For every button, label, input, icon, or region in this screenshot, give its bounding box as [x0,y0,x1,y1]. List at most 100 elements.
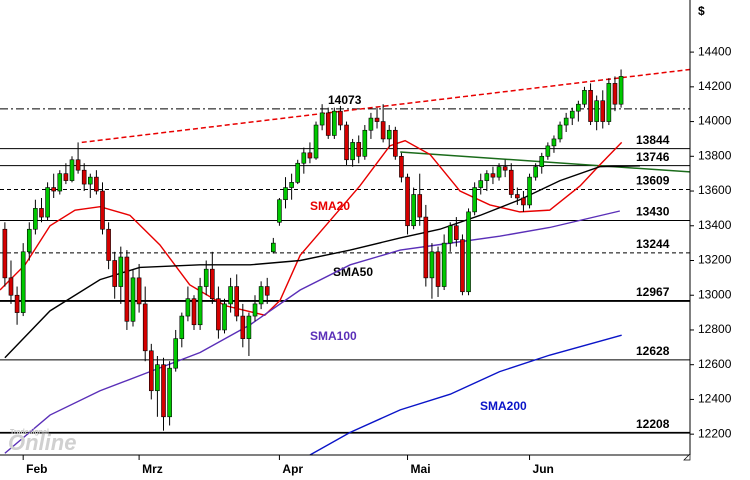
x-tick-label: Mrz [142,462,163,476]
candle-body [179,315,185,339]
candle-body [191,298,197,326]
candle-body [460,239,465,293]
corner-marker [683,453,691,461]
moving-average-line [4,210,621,454]
level-label: 14073 [328,93,362,107]
y-tick-label: 12200 [698,426,732,440]
candle-body [368,117,374,131]
candle-body [344,124,349,161]
x-tick-label: Apr [282,462,303,476]
candle-body [557,124,563,140]
candle-body [87,176,93,185]
candle-body [100,190,105,230]
y-tick-label: 13400 [698,218,732,232]
candle-body [393,129,398,157]
candle-body [118,256,124,287]
candle-body [399,155,404,178]
candle-body [301,152,307,164]
candle-body [106,228,111,261]
level-label: 13430 [636,205,670,219]
moving-average-line [0,139,623,316]
x-tick-label: Jun [533,462,554,476]
candle-body [130,277,136,322]
candle-body [173,338,179,369]
y-tick-label: 13600 [698,183,732,197]
candle-body [563,117,569,126]
moving-average-label: SMA100 [310,329,357,343]
moving-average-label: SMA200 [480,399,527,413]
y-tick-label: 14200 [698,79,732,93]
y-tick-label: 14000 [698,114,732,128]
candle-body [429,251,435,279]
logo-brand: Tradesignal [10,429,49,436]
candle-body [350,142,355,161]
x-tick-label: Mai [411,462,431,476]
candle-body [618,76,624,105]
candle-body [533,166,538,178]
candle-body [75,159,81,171]
candle-body [551,138,557,147]
candle-body [325,112,331,136]
y-tick-label: 14400 [698,44,732,58]
candle-body [502,166,508,171]
candle-body [484,173,490,181]
level-label: 12967 [636,285,670,299]
y-tick-label: 13200 [698,253,732,267]
candle-body [594,100,599,122]
candle-body [33,208,38,230]
candle-body [374,117,380,122]
candle-body [386,129,392,140]
candle-body [527,176,532,206]
candle-body [81,169,87,185]
candle-body [515,194,520,199]
candle-body [417,194,423,218]
candle-body [588,90,593,122]
level-label: 12628 [636,344,670,358]
candle-body [289,182,294,188]
candle-body [277,199,282,223]
candle-body [508,169,514,195]
candle-body [271,242,276,253]
candle-body [606,83,612,122]
candle-body [51,187,56,192]
level-label: 13244 [636,237,670,251]
level-label: 13609 [636,174,670,188]
candle-body [569,110,575,119]
candle-body [478,180,484,188]
candle-body [20,251,26,313]
candle-body [521,197,526,206]
level-label: 13844 [636,133,670,147]
candle-body [258,286,264,305]
trendline [400,151,690,173]
candle-body [57,173,63,192]
candle-body [380,121,386,140]
candle-body [338,110,343,126]
level-label: 12208 [636,417,670,431]
moving-average-label: SMA50 [333,265,373,279]
candle-body [313,124,319,159]
moving-average-line [309,334,622,455]
candle-body [405,176,410,227]
candle-body [216,298,221,331]
candle-body [197,286,203,326]
candle-body [112,260,117,287]
candle-body [161,364,166,418]
candle-body [319,112,325,126]
candle-body [356,142,362,157]
candle-body [423,216,429,279]
candle-body [332,110,337,136]
candle-body [454,225,459,240]
candle-body [148,350,154,392]
candle-body [264,286,270,296]
y-tick-label: 13000 [698,287,732,301]
candle-body [283,187,288,201]
y-tick-label: 12800 [698,322,732,336]
candle-body [167,367,172,418]
candle-body [362,129,368,157]
y-tick-label: 13800 [698,148,732,162]
candle-body [124,256,130,322]
y-axis-unit: $ [698,4,705,18]
candle-body [45,187,50,218]
